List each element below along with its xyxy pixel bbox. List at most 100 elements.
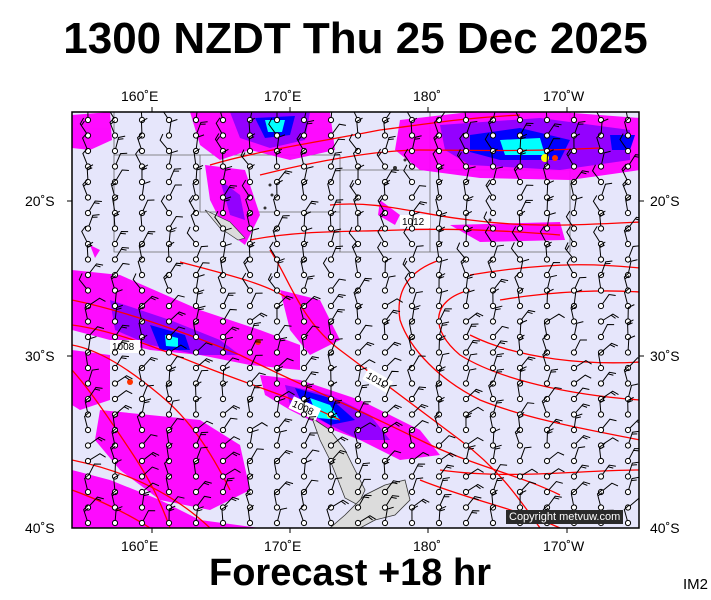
wind-barb [246, 312, 268, 325]
wind-barb [354, 401, 371, 418]
wind-barb [138, 482, 160, 496]
wind-barb [165, 399, 180, 418]
wind-barb [597, 349, 605, 372]
wind-barb [219, 148, 229, 170]
wind-barb [219, 366, 230, 387]
wind-barb [354, 442, 362, 465]
wind-barb [376, 148, 389, 170]
wind-barb [402, 257, 416, 279]
wind-barb [624, 430, 639, 449]
wind-barb [570, 374, 592, 387]
wind-barb [300, 459, 312, 480]
wind-barb [219, 436, 241, 449]
wind-barb [327, 167, 343, 186]
wind-barb [354, 422, 376, 434]
wind-barb [597, 371, 617, 387]
wind-barb [165, 473, 173, 496]
wind-barb [516, 334, 525, 356]
top-lon-label: 180˚ [413, 88, 442, 104]
wind-barb [354, 210, 364, 232]
wind-barb [516, 287, 524, 310]
wind-barb [408, 185, 427, 201]
wind-barb [192, 245, 209, 263]
wind-barb [462, 496, 482, 511]
wind-barb [160, 195, 173, 217]
wind-barb [570, 464, 589, 480]
wind-barb [564, 242, 578, 263]
wind-barb [273, 215, 290, 232]
wind-barb [597, 293, 616, 310]
wind-barb [489, 428, 501, 449]
wind-barb [381, 450, 402, 465]
wind-barb [435, 477, 450, 496]
wind-barb [565, 210, 578, 232]
bottom-lon-label: 180˚ [413, 538, 442, 554]
wind-barbs [78, 112, 639, 527]
wind-barb [514, 272, 524, 294]
wind-barb [624, 259, 638, 279]
wind-barb [246, 133, 256, 155]
wind-barb [273, 418, 293, 434]
wind-barb [84, 303, 92, 325]
wind-barb [543, 149, 554, 170]
wind-barb [488, 380, 497, 403]
wind-barb [597, 241, 606, 263]
wind-barb [541, 396, 551, 418]
wind-barb [165, 380, 173, 403]
wind-barb [327, 458, 336, 480]
wind-barb [327, 123, 347, 139]
wind-barb [219, 505, 228, 527]
wind-barb [300, 256, 308, 279]
wind-barb [300, 275, 315, 294]
wind-barb [300, 120, 315, 139]
wind-barb [435, 273, 446, 294]
wind-barb [246, 504, 254, 527]
wind-barb [132, 273, 146, 294]
wind-barb [354, 324, 373, 341]
wind-barb [300, 334, 309, 356]
wind-barb [327, 245, 344, 263]
wind-barb [246, 339, 263, 356]
wind-barb [623, 365, 632, 387]
wind-barb [462, 339, 480, 356]
wind-barb [624, 476, 639, 496]
precipitation-peak [127, 155, 558, 385]
bottom-lon-label: 170˚E [264, 538, 302, 554]
wind-barb [322, 257, 335, 279]
wind-barb [597, 464, 616, 480]
wind-barb [138, 164, 149, 186]
wind-barb [165, 241, 175, 263]
wind-barb [514, 427, 524, 449]
wind-barb [354, 164, 365, 186]
wind-barb [489, 444, 502, 465]
wind-barb [138, 434, 158, 449]
isobar-label: 1008 [112, 342, 135, 353]
wind-barb [462, 289, 475, 310]
wind-barb [408, 451, 430, 465]
wind-barb [570, 446, 586, 465]
wind-barb [192, 431, 209, 449]
wind-barb [299, 303, 308, 325]
wind-barb [489, 166, 504, 186]
wind-barb [408, 245, 424, 263]
wind-barb [219, 477, 235, 496]
wind-barb [624, 245, 639, 263]
wind-barb [109, 117, 119, 139]
wind-barb [165, 344, 187, 356]
wind-barb [111, 355, 129, 372]
wind-barb [408, 211, 420, 232]
wind-barb [273, 458, 281, 480]
wind-barb [138, 510, 156, 527]
wind-barb [570, 179, 578, 201]
product-code: IM2 [683, 576, 709, 593]
wind-barb [246, 422, 268, 434]
wind-barb [597, 182, 613, 201]
wind-barb [435, 435, 456, 449]
wind-barb [111, 152, 128, 170]
wind-barb [241, 272, 254, 294]
wind-barb [159, 133, 173, 155]
wind-barb [215, 117, 227, 139]
wind-barb [597, 418, 617, 434]
wind-barb [597, 150, 611, 170]
wind-barb [111, 304, 123, 325]
